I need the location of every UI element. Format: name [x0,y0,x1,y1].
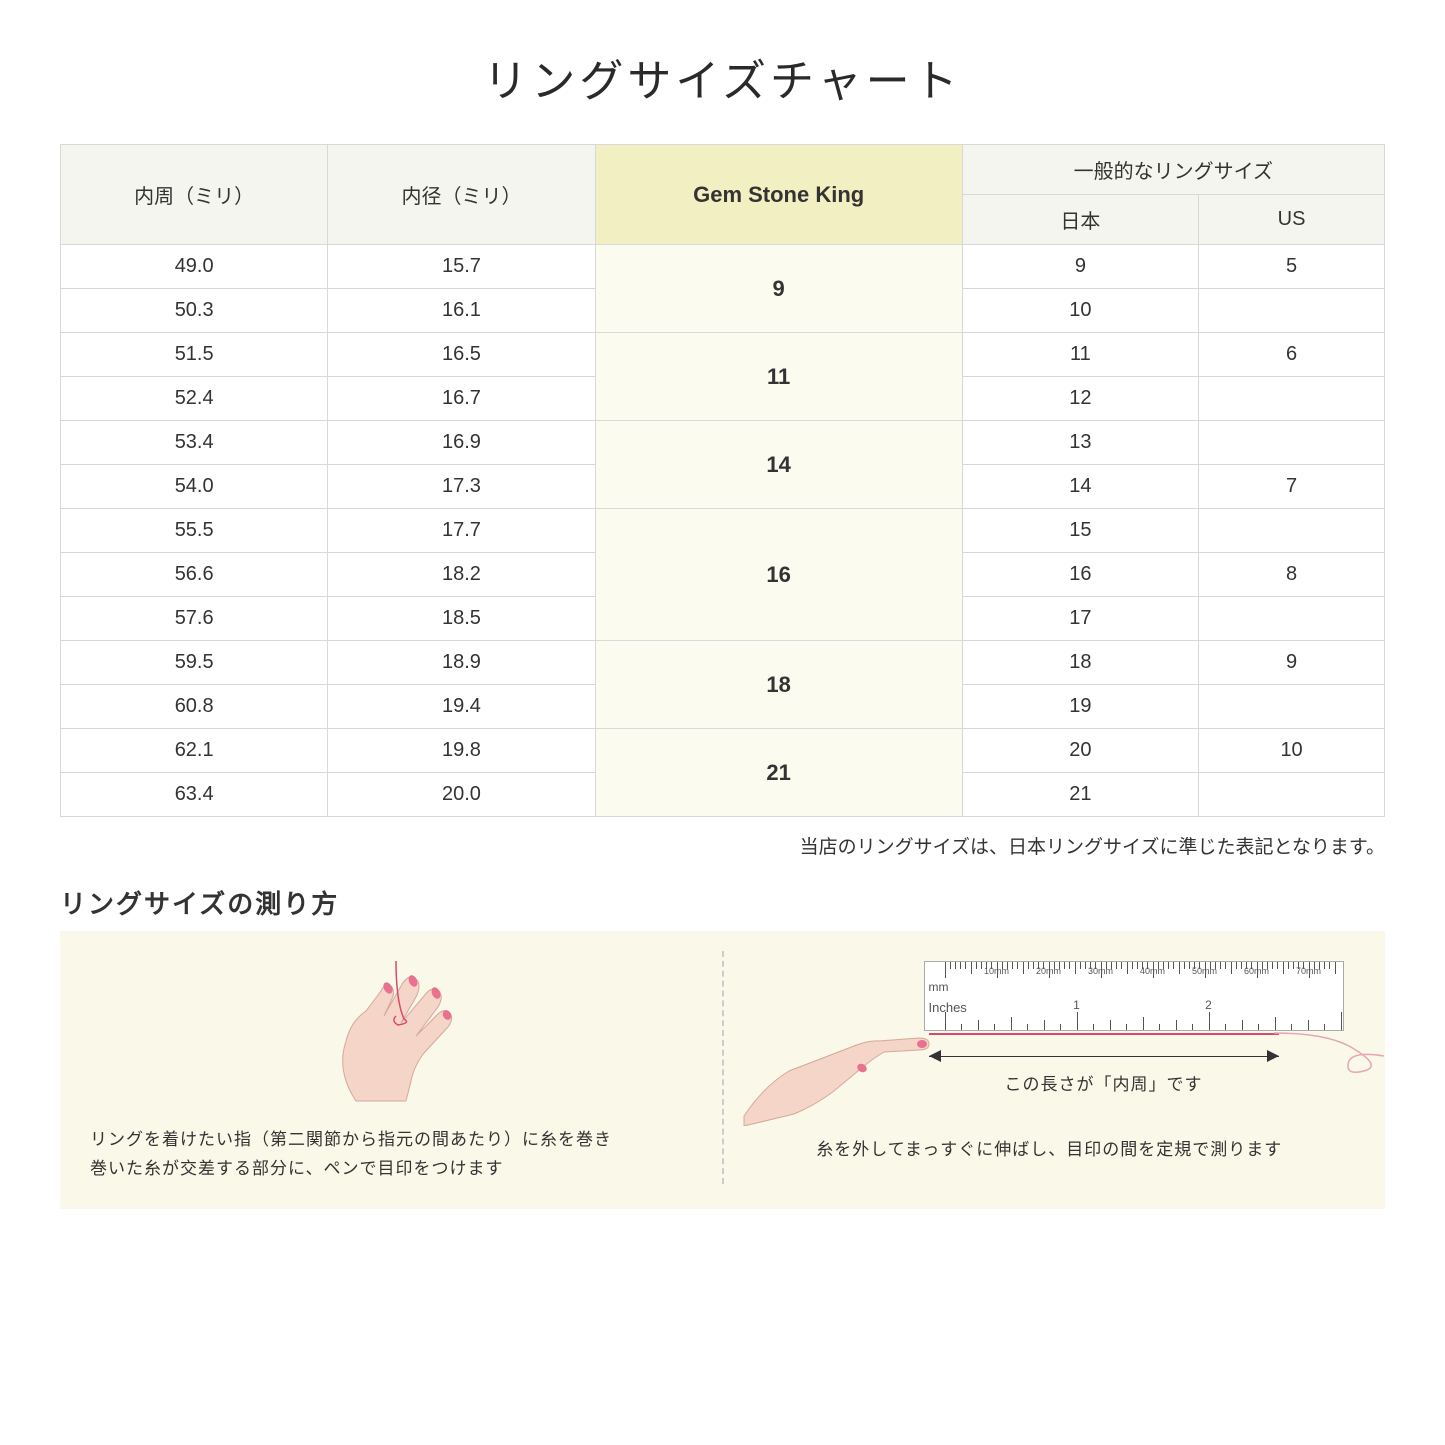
thread-curve [1274,1011,1404,1081]
cell-diameter: 18.5 [328,597,595,641]
cell-gsk: 16 [595,509,962,641]
cell-japan: 21 [962,773,1198,817]
cell-circumference: 52.4 [61,377,328,421]
table-row: 59.518.918189 [61,641,1385,685]
cell-gsk: 9 [595,245,962,333]
cell-diameter: 16.1 [328,289,595,333]
cell-us: 6 [1199,333,1385,377]
cell-us: 5 [1199,245,1385,289]
hand-wrap-illustration [256,951,536,1111]
cell-diameter: 19.4 [328,685,595,729]
cell-circumference: 63.4 [61,773,328,817]
howto-left-text: リングを着けたい指（第二関節から指元の間あたり）に糸を巻き巻いた糸が交差する部分… [90,1126,702,1184]
cell-us [1199,421,1385,465]
cell-japan: 15 [962,509,1198,553]
table-row: 51.516.511116 [61,333,1385,377]
cell-japan: 11 [962,333,1198,377]
cell-gsk: 14 [595,421,962,509]
thread-line [929,1033,1279,1035]
header-circumference: 内周（ミリ） [61,145,328,245]
ring-size-table: 内周（ミリ） 内径（ミリ） Gem Stone King 一般的なリングサイズ … [60,144,1385,817]
cell-circumference: 53.4 [61,421,328,465]
cell-circumference: 50.3 [61,289,328,333]
howto-divider [722,951,724,1184]
cell-diameter: 18.9 [328,641,595,685]
cell-diameter: 15.7 [328,245,595,289]
cell-japan: 10 [962,289,1198,333]
cell-us: 8 [1199,553,1385,597]
header-us: US [1199,195,1385,245]
cell-circumference: 55.5 [61,509,328,553]
cell-us: 9 [1199,641,1385,685]
cell-diameter: 16.7 [328,377,595,421]
cell-japan: 18 [962,641,1198,685]
howto-step-2: mmInches10mm20mm30mm40mm50mm60mm70mm12 こ… [744,951,1356,1184]
table-row: 55.517.71615 [61,509,1385,553]
cell-gsk: 11 [595,333,962,421]
measure-arrow: この長さが「内周」です [929,1046,1279,1095]
table-row: 49.015.7995 [61,245,1385,289]
cell-us [1199,377,1385,421]
measure-label: この長さが「内周」です [929,1070,1279,1095]
cell-circumference: 49.0 [61,245,328,289]
cell-japan: 14 [962,465,1198,509]
cell-japan: 16 [962,553,1198,597]
cell-japan: 17 [962,597,1198,641]
table-row: 62.119.8212010 [61,729,1385,773]
page-title: リングサイズチャート [60,45,1385,109]
cell-japan: 9 [962,245,1198,289]
table-row: 53.416.91413 [61,421,1385,465]
cell-us: 7 [1199,465,1385,509]
cell-circumference: 54.0 [61,465,328,509]
cell-circumference: 62.1 [61,729,328,773]
cell-japan: 19 [962,685,1198,729]
cell-circumference: 51.5 [61,333,328,377]
cell-circumference: 60.8 [61,685,328,729]
cell-diameter: 17.7 [328,509,595,553]
table-note: 当店のリングサイズは、日本リングサイズに準じた表記となります。 [60,832,1385,859]
header-gsk: Gem Stone King [595,145,962,245]
cell-gsk: 21 [595,729,962,817]
cell-diameter: 20.0 [328,773,595,817]
howto-step-1: リングを着けたい指（第二関節から指元の間あたり）に糸を巻き巻いた糸が交差する部分… [90,951,702,1184]
cell-diameter: 19.8 [328,729,595,773]
cell-us: 10 [1199,729,1385,773]
cell-gsk: 18 [595,641,962,729]
header-diameter: 内径（ミリ） [328,145,595,245]
cell-japan: 12 [962,377,1198,421]
cell-circumference: 57.6 [61,597,328,641]
cell-us [1199,685,1385,729]
howto-right-text: 糸を外してまっすぐに伸ばし、目印の間を定規で測ります [744,1136,1356,1165]
cell-japan: 13 [962,421,1198,465]
cell-us [1199,773,1385,817]
cell-diameter: 16.5 [328,333,595,377]
hand-point-illustration [734,996,934,1126]
cell-diameter: 16.9 [328,421,595,465]
cell-circumference: 59.5 [61,641,328,685]
cell-diameter: 18.2 [328,553,595,597]
cell-us [1199,509,1385,553]
cell-diameter: 17.3 [328,465,595,509]
cell-us [1199,289,1385,333]
cell-circumference: 56.6 [61,553,328,597]
howto-panel: リングを着けたい指（第二関節から指元の間あたり）に糸を巻き巻いた糸が交差する部分… [60,931,1385,1209]
cell-us [1199,597,1385,641]
howto-subtitle: リングサイズの測り方 [60,884,1385,921]
cell-japan: 20 [962,729,1198,773]
header-japan: 日本 [962,195,1198,245]
header-general: 一般的なリングサイズ [962,145,1384,195]
